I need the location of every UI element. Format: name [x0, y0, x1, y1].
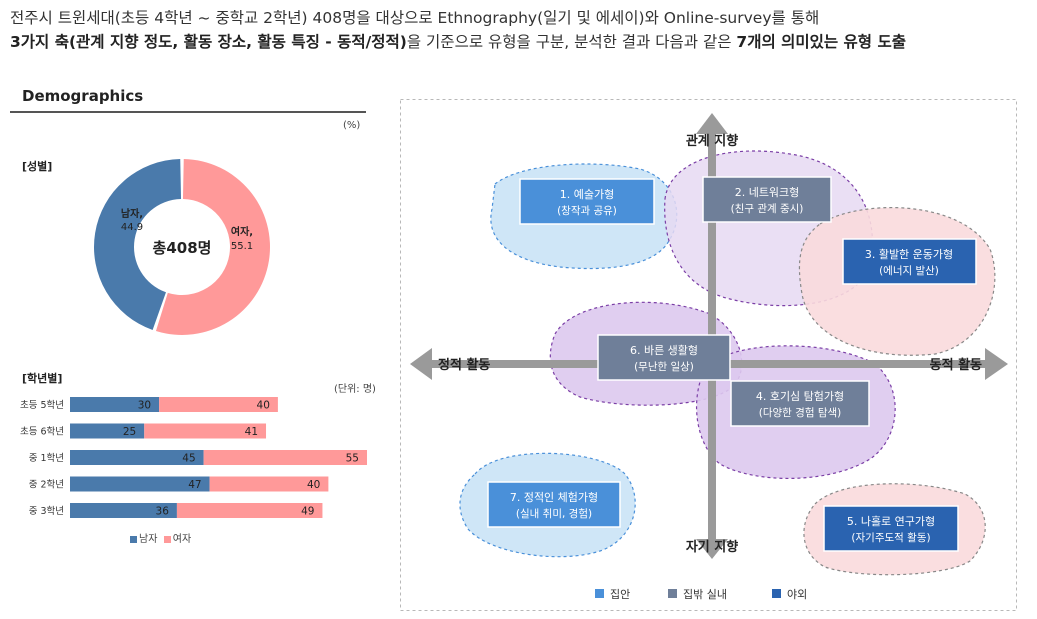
- axis-label-right: 동적 활동: [930, 357, 982, 373]
- bar-segment-male: [70, 503, 177, 518]
- gender-section-label: [성별]: [22, 160, 53, 173]
- type-box-solo-research: 5. 나홀로 연구가형 (자기주도적 활동): [823, 505, 959, 552]
- donut-label-female-value: 55.1: [231, 241, 253, 252]
- axis-arrow-right: [985, 348, 1008, 380]
- grade-legend: 남자 여자: [130, 530, 191, 545]
- type-title-artist: 1. 예술가형: [560, 188, 614, 201]
- bar-segment-male: [70, 397, 160, 412]
- type-box-proper-life: 6. 바른 생활형 (무난한 일상): [597, 334, 731, 381]
- header-bold-axes: 3가지 축(관계 지향 정도, 활동 장소, 활동 특징 - 동적/정적): [10, 33, 407, 51]
- bar-value-label: 49: [301, 506, 314, 518]
- axis-label-bottom: 자기 지향: [686, 539, 738, 555]
- legend-male-label: 남자: [139, 534, 158, 545]
- donut-label-male-name: 남자,: [121, 207, 143, 220]
- grade-bar-chart: 초등 5학년 30 40 초등 6학년 25 41 중 1학년 45 55 중 2학년 47 40 중 …: [20, 397, 367, 518]
- type-title-sporty: 3. 활발한 운동가형: [865, 247, 953, 261]
- bar-value-label: 41: [245, 426, 258, 438]
- bar-segment-female: [144, 423, 267, 439]
- type-diagram: 관계 지향 자기 지향 정적 활동 동적 활동 1. 예술가형 (창작과 공유)…: [400, 99, 1017, 611]
- bar-value-label: 40: [307, 479, 320, 491]
- axis-arrow-left: [410, 348, 432, 380]
- legend-indoor-label: 집안: [610, 588, 630, 601]
- bar-value-label: 40: [257, 400, 270, 412]
- donut-label-female-name: 여자,: [231, 225, 253, 238]
- bar-segment-male: [70, 450, 204, 465]
- bar-segment-female: [209, 476, 329, 492]
- diagram-legend: 집안 집밖 실내 야외: [595, 588, 807, 601]
- demographics-title: Demographics: [22, 87, 144, 105]
- bar-category-label: 중 1학년: [29, 453, 64, 464]
- header-bold-result: 7개의 의미있는 유형 도출: [736, 33, 906, 51]
- header-line-1: 전주시 트윈세대(초등 4학년 ~ 중학교 2학년) 408명을 대상으로 Et…: [10, 9, 820, 27]
- bar-value-label: 45: [182, 453, 195, 465]
- type-sub-sporty: (에너지 발산): [879, 265, 939, 277]
- type-box-network: 2. 네트워크형 (친구 관계 중시): [702, 176, 832, 223]
- legend-outdoor-swatch: [772, 589, 781, 598]
- type-sub-explorer: (다양한 경험 탐색): [759, 406, 842, 419]
- bar-value-label: 30: [138, 400, 151, 412]
- type-box-explorer: 4. 호기심 탐험가형 (다양한 경험 탐색): [730, 380, 870, 427]
- bar-category-label: 초등 5학년: [20, 400, 64, 411]
- type-title-network: 2. 네트워크형: [735, 186, 800, 199]
- donut-label-male-value: 44.9: [121, 222, 143, 233]
- type-title-solo-research: 5. 나홀로 연구가형: [847, 515, 935, 528]
- legend-female-label: 여자: [172, 534, 192, 545]
- type-sub-artist: (창작과 공유): [557, 205, 617, 217]
- axis-label-left: 정적 활동: [438, 357, 490, 373]
- type-title-explorer: 4. 호기심 탐험가형: [756, 390, 844, 403]
- bar-category-label: 중 2학년: [29, 480, 64, 491]
- donut-center-label: 총408명: [153, 239, 212, 257]
- axis-arrow-down: [696, 539, 728, 559]
- type-sub-solo-research: (자기주도적 활동): [851, 531, 930, 544]
- type-box-static-experience: 7. 정적인 체험가형 (실내 취미, 경험): [487, 481, 621, 528]
- grade-unit: (단위: 명): [334, 384, 376, 395]
- type-box-artist: 1. 예술가형 (창작과 공유): [519, 178, 655, 225]
- header-text: 을 기준으로 유형을 구분, 분석한 결과 다음과 같은: [406, 33, 737, 51]
- gender-donut-chart: 총408명 남자, 44.9 여자, 55.1: [94, 159, 271, 335]
- demographics-divider: [10, 111, 366, 113]
- bar-category-label: 중 3학년: [29, 506, 64, 517]
- legend-male-swatch: [130, 535, 137, 543]
- bar-value-label: 55: [346, 453, 359, 465]
- axis-arrow-up: [696, 113, 728, 134]
- bar-segment-female: [203, 450, 367, 465]
- legend-female-swatch: [163, 535, 171, 543]
- bar-value-label: 47: [188, 479, 201, 491]
- donut-slice-female: [155, 159, 271, 335]
- bar-value-label: 25: [123, 426, 136, 438]
- axis-label-top: 관계 지향: [686, 133, 738, 149]
- legend-outdoor-label: 야외: [787, 588, 807, 601]
- type-sub-network: (친구 관계 중시): [731, 203, 804, 215]
- type-sub-proper-life: (무난한 일상): [634, 360, 694, 373]
- bar-segment-female: [176, 503, 323, 518]
- bar-value-label: 36: [156, 506, 170, 518]
- donut-slice-male: [94, 159, 182, 330]
- grade-section-label: [학년별]: [22, 372, 63, 385]
- type-box-sporty: 3. 활발한 운동가형 (에너지 발산): [842, 238, 977, 285]
- legend-outside-indoor-label: 집밖 실내: [683, 588, 727, 601]
- legend-indoor-swatch: [595, 589, 604, 598]
- bar-category-label: 초등 6학년: [20, 427, 64, 438]
- header-line-2: 3가지 축(관계 지향 정도, 활동 장소, 활동 특징 - 동적/정적)을 기…: [10, 30, 906, 52]
- bar-segment-female: [159, 397, 278, 412]
- type-sub-static-experience: (실내 취미, 경험): [516, 507, 592, 520]
- type-title-static-experience: 7. 정적인 체험가형: [510, 491, 598, 504]
- bar-segment-male: [70, 476, 210, 492]
- type-title-proper-life: 6. 바른 생활형: [630, 343, 698, 357]
- percent-unit: (%): [343, 120, 361, 131]
- legend-outside-indoor-swatch: [668, 589, 677, 598]
- bar-segment-male: [70, 423, 145, 439]
